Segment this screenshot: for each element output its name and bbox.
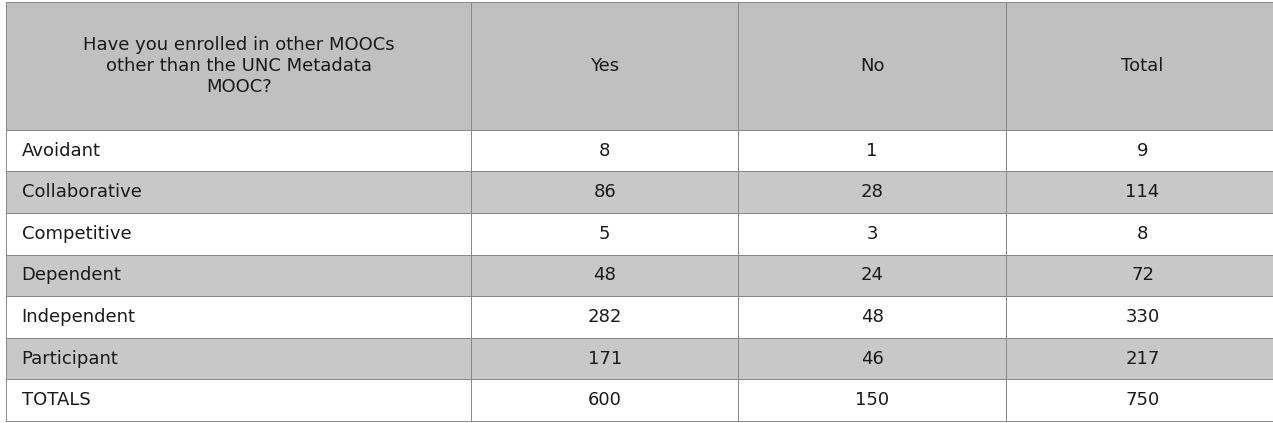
Text: 48: 48: [593, 266, 616, 284]
Bar: [471, 130, 738, 171]
Text: 8: 8: [600, 142, 610, 159]
Bar: [738, 130, 1006, 171]
Bar: [1006, 338, 1273, 379]
Bar: [738, 2, 1006, 130]
Text: 171: 171: [588, 349, 621, 368]
Text: 28: 28: [861, 183, 883, 201]
Text: Total: Total: [1122, 57, 1164, 75]
Bar: [1006, 296, 1273, 338]
Bar: [6, 296, 471, 338]
Bar: [471, 379, 738, 421]
Bar: [1006, 130, 1273, 171]
Text: 114: 114: [1125, 183, 1160, 201]
Bar: [471, 338, 738, 379]
Bar: [471, 2, 738, 130]
Text: 3: 3: [866, 225, 878, 243]
Bar: [1006, 171, 1273, 213]
Text: 9: 9: [1137, 142, 1148, 159]
Text: 150: 150: [855, 391, 889, 409]
Text: 282: 282: [587, 308, 622, 326]
Bar: [738, 338, 1006, 379]
Text: 330: 330: [1125, 308, 1160, 326]
Text: 46: 46: [861, 349, 883, 368]
Text: Have you enrolled in other MOOCs
other than the UNC Metadata
MOOC?: Have you enrolled in other MOOCs other t…: [83, 36, 395, 96]
Bar: [738, 255, 1006, 296]
Text: 24: 24: [861, 266, 883, 284]
Bar: [6, 130, 471, 171]
Text: Independent: Independent: [22, 308, 136, 326]
Text: 1: 1: [867, 142, 877, 159]
Text: TOTALS: TOTALS: [22, 391, 90, 409]
Bar: [738, 171, 1006, 213]
Text: 72: 72: [1130, 266, 1155, 284]
Text: Participant: Participant: [22, 349, 118, 368]
Bar: [6, 338, 471, 379]
Bar: [471, 171, 738, 213]
Bar: [471, 296, 738, 338]
Bar: [6, 171, 471, 213]
Text: Dependent: Dependent: [22, 266, 121, 284]
Text: 86: 86: [593, 183, 616, 201]
Bar: [6, 213, 471, 255]
Text: 750: 750: [1125, 391, 1160, 409]
Text: 5: 5: [598, 225, 611, 243]
Bar: [738, 379, 1006, 421]
Bar: [1006, 255, 1273, 296]
Bar: [6, 2, 471, 130]
Text: No: No: [859, 57, 885, 75]
Bar: [6, 379, 471, 421]
Text: 48: 48: [861, 308, 883, 326]
Bar: [738, 296, 1006, 338]
Text: Collaborative: Collaborative: [22, 183, 141, 201]
Bar: [6, 255, 471, 296]
Text: Avoidant: Avoidant: [22, 142, 101, 159]
Bar: [1006, 213, 1273, 255]
Text: 8: 8: [1137, 225, 1148, 243]
Text: Competitive: Competitive: [22, 225, 131, 243]
Text: 217: 217: [1125, 349, 1160, 368]
Bar: [1006, 2, 1273, 130]
Text: Yes: Yes: [591, 57, 619, 75]
Bar: [738, 213, 1006, 255]
Bar: [471, 255, 738, 296]
Bar: [1006, 379, 1273, 421]
Bar: [471, 213, 738, 255]
Text: 600: 600: [588, 391, 621, 409]
